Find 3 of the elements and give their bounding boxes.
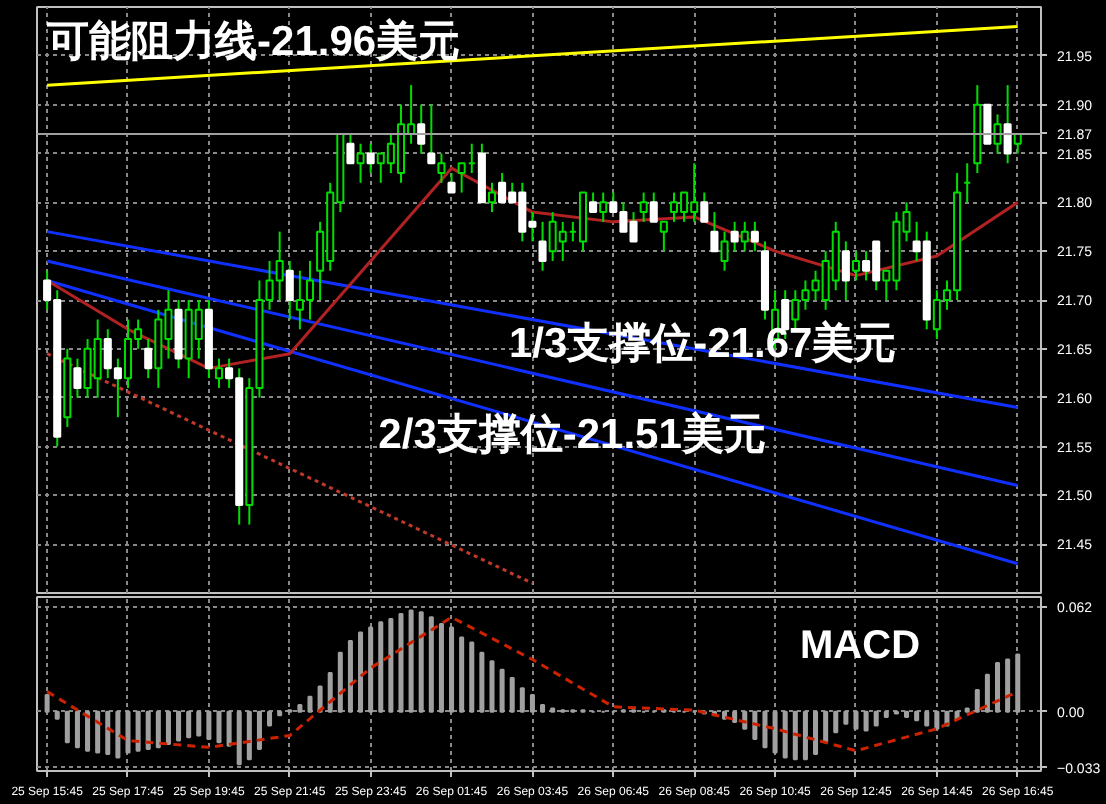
annotation: 2/3支撑位-21.51美元	[378, 409, 766, 458]
annotation: MACD	[800, 623, 921, 668]
annotation: 可能阻力线-21.96美元	[45, 17, 461, 66]
